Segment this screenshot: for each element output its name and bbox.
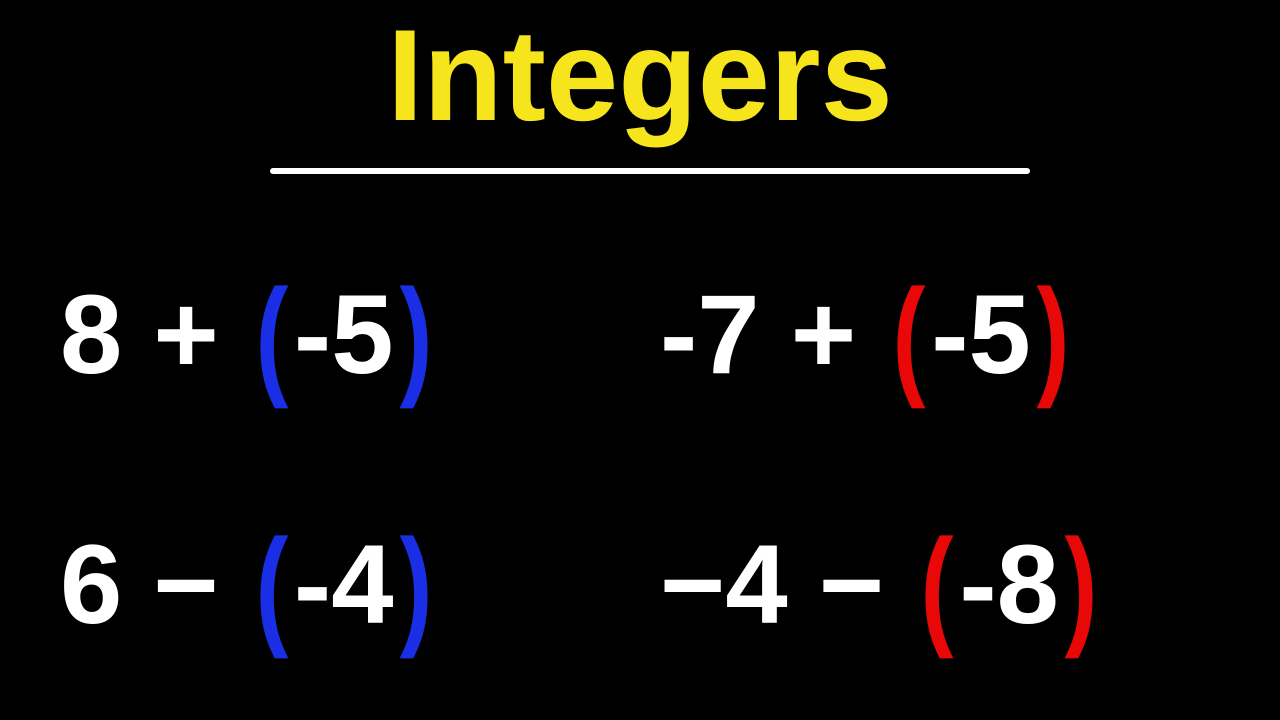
equation-eq1: 8 + (-5) bbox=[60, 270, 437, 399]
equation-eq2: -7 + (-5) bbox=[660, 270, 1075, 399]
text-token: -5 bbox=[294, 272, 394, 397]
equation-eq3: 6 − (-4) bbox=[60, 520, 437, 649]
text-token: -4 bbox=[294, 522, 394, 647]
text-token: -7 + bbox=[660, 272, 887, 397]
equation-eq4: −4 − (-8) bbox=[660, 520, 1103, 649]
title-underline bbox=[270, 168, 1030, 174]
slide-stage: Integers 8 + (-5) -7 + (-5) 6 − (-4) −4 − (… bbox=[0, 0, 1280, 720]
text-token: 6 − bbox=[60, 522, 250, 647]
text-token: −4 − bbox=[660, 522, 915, 647]
text-token: -8 bbox=[959, 522, 1059, 647]
text-token: -5 bbox=[931, 272, 1031, 397]
text-token: 8 + bbox=[60, 272, 250, 397]
slide-title: Integers bbox=[0, 0, 1280, 150]
